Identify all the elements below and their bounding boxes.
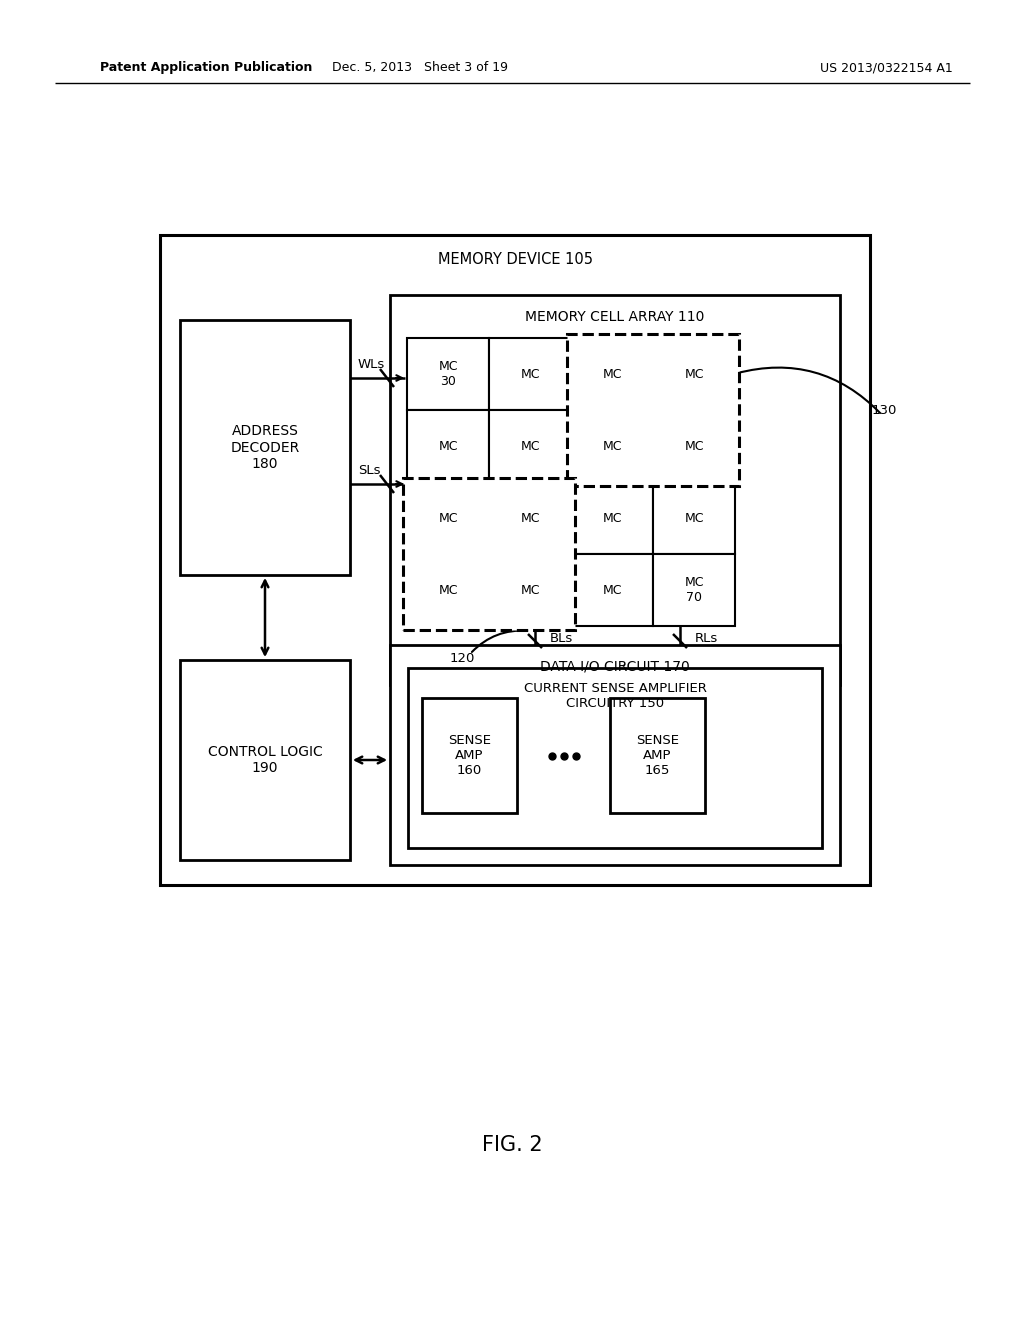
Text: ADDRESS
DECODER
180: ADDRESS DECODER 180 [230,424,300,471]
Bar [180,319,350,576]
Bar [653,338,735,411]
Bar [653,411,735,482]
Text: FIG. 2: FIG. 2 [481,1135,543,1155]
Text: DATA I/O CIRCUIT 170: DATA I/O CIRCUIT 170 [540,660,690,675]
Text: SENSE
AMP
160: SENSE AMP 160 [449,734,490,777]
Text: Dec. 5, 2013   Sheet 3 of 19: Dec. 5, 2013 Sheet 3 of 19 [332,62,508,74]
Text: MC: MC [520,367,540,380]
Text: MC: MC [602,440,622,453]
Bar [422,698,517,813]
Text: MC: MC [684,367,703,380]
Bar [407,482,489,554]
Bar [489,338,571,411]
Text: SENSE
AMP
165: SENSE AMP 165 [636,734,679,777]
Text: WLs: WLs [358,358,385,371]
Text: MC
70: MC 70 [684,576,703,605]
Text: MC: MC [520,440,540,453]
Text: US 2013/0322154 A1: US 2013/0322154 A1 [820,62,952,74]
Bar [407,411,489,482]
Text: MC: MC [684,440,703,453]
Text: MC: MC [520,583,540,597]
Text: MC: MC [602,583,622,597]
Text: RLs: RLs [695,631,718,644]
Bar [571,554,653,626]
Text: MEMORY CELL ARRAY 110: MEMORY CELL ARRAY 110 [525,310,705,323]
Bar [160,235,870,884]
Text: MC: MC [602,511,622,524]
Bar [571,411,653,482]
Bar [407,338,489,411]
Bar [567,334,739,486]
Text: MC: MC [438,583,458,597]
Bar [571,338,653,411]
Text: MC: MC [684,511,703,524]
Text: MC: MC [602,367,622,380]
Text: MC: MC [438,440,458,453]
Text: CONTROL LOGIC
190: CONTROL LOGIC 190 [208,744,323,775]
Text: MC: MC [520,511,540,524]
Bar [653,482,735,554]
Bar [390,645,840,865]
Bar [489,411,571,482]
Text: BLs: BLs [550,631,573,644]
Bar [610,698,705,813]
Text: MC
30: MC 30 [438,360,458,388]
Text: MC: MC [438,511,458,524]
Bar [653,554,735,626]
Bar [571,482,653,554]
Bar [390,294,840,685]
Bar [408,668,822,847]
Text: SLs: SLs [358,463,381,477]
Text: Patent Application Publication: Patent Application Publication [100,62,312,74]
Bar [403,478,575,630]
Text: 130: 130 [871,404,897,417]
Text: CURRENT SENSE AMPLIFIER
CIRCUITRY 150: CURRENT SENSE AMPLIFIER CIRCUITRY 150 [523,682,707,710]
Bar [180,660,350,861]
Text: 120: 120 [450,652,475,664]
Bar [489,554,571,626]
Bar [407,554,489,626]
Bar [489,482,571,554]
Text: MEMORY DEVICE 105: MEMORY DEVICE 105 [437,252,593,268]
